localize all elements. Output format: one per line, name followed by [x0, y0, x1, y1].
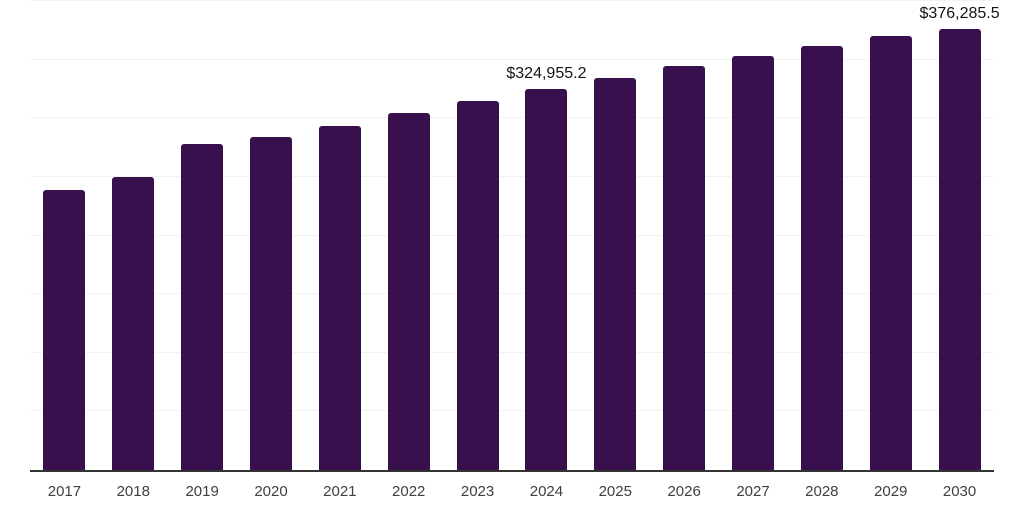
bar-2020: [250, 136, 292, 470]
bar-2022: [387, 113, 430, 470]
x-tick-label-2019: 2019: [185, 483, 219, 500]
x-tick-label-2028: 2028: [805, 483, 839, 500]
gridline: [30, 58, 994, 60]
bar-2027: [732, 56, 774, 470]
bar-2024: [525, 89, 568, 470]
x-tick-label-2020: 2020: [254, 483, 288, 500]
x-tick-label-2026: 2026: [667, 483, 701, 500]
x-tick-label-2017: 2017: [47, 483, 82, 500]
gridline: [30, 293, 994, 295]
x-tick-label-2030: 2030: [942, 483, 977, 500]
bar-2025: [594, 78, 637, 470]
bar-2017: [43, 189, 86, 470]
bar-2030: [938, 28, 981, 470]
bar-2018: [112, 177, 155, 470]
plot-area: $324,955.2 $376,285.5: [30, 0, 1000, 472]
x-tick-label-2018: 2018: [116, 483, 150, 500]
bar-2021: [318, 125, 361, 470]
x-axis-line: [30, 470, 994, 472]
bar-2026: [663, 65, 706, 470]
x-tick-label-2025: 2025: [598, 483, 632, 500]
gridline: [30, 234, 994, 236]
x-tick-label-2021: 2021: [323, 483, 357, 500]
bar-2023: [456, 101, 499, 470]
gridline: [30, 175, 994, 177]
gridline: [30, 410, 994, 412]
x-tick-label-2029: 2029: [874, 483, 908, 500]
x-tick-label-2023: 2023: [460, 483, 495, 500]
bar-data-label-2030: $376,285.5: [919, 4, 1000, 22]
gridline: [30, 0, 994, 1]
x-tick-label-2024: 2024: [529, 483, 564, 500]
bar-data-label-2024: $324,955.2: [506, 65, 587, 82]
gridline: [30, 351, 994, 353]
bar-2019: [181, 143, 224, 470]
x-axis: 2017 2018 2019 2020 2021 2022 2023 2024 2025 2026…: [30, 472, 994, 512]
x-tick-label-2027: 2027: [736, 483, 770, 500]
gridline: [30, 117, 994, 119]
bar-2029: [869, 36, 912, 470]
bar-2028: [800, 46, 843, 470]
x-tick-label-2022: 2022: [392, 483, 426, 500]
